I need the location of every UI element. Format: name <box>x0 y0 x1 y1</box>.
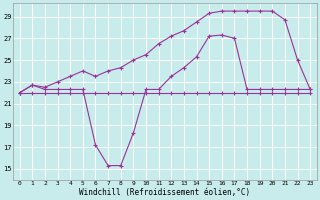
X-axis label: Windchill (Refroidissement éolien,°C): Windchill (Refroidissement éolien,°C) <box>79 188 251 197</box>
